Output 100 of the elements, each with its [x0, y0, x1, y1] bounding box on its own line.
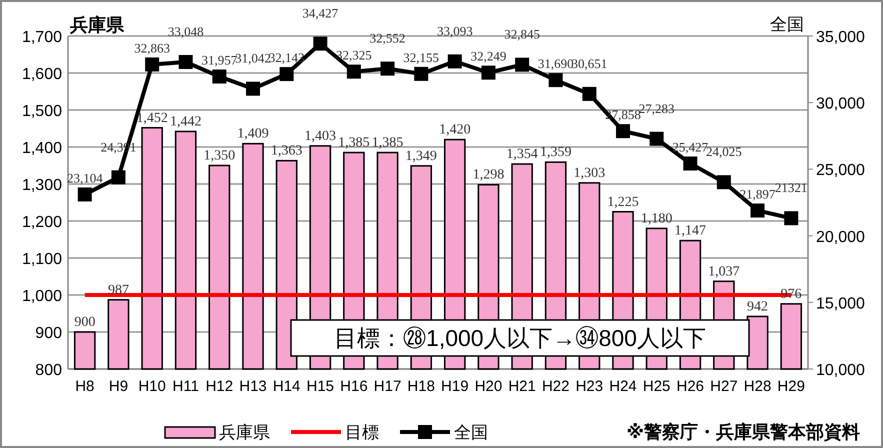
- point: [111, 170, 126, 184]
- x-tick-label: H10: [138, 378, 166, 395]
- y-tick-label: 1,200: [22, 214, 62, 231]
- x-tick-label: H28: [744, 378, 772, 395]
- x-tick-label: H19: [441, 378, 469, 395]
- data-label: 1,385: [338, 136, 370, 151]
- x-tick-label: H16: [340, 378, 368, 395]
- legend-label: 兵庫県: [219, 423, 270, 442]
- y2-tick-label: 10,000: [816, 362, 866, 379]
- data-label: 1,303: [574, 166, 606, 181]
- y-axis-title: 兵庫県: [69, 15, 125, 35]
- legend-label: 全国: [454, 423, 488, 442]
- data-label: 1,442: [170, 114, 202, 130]
- data-label: 1,420: [439, 122, 471, 138]
- x-tick-label: H9: [108, 378, 128, 395]
- y2-axis-title: 全国: [770, 15, 804, 34]
- data-label: 976: [780, 286, 802, 302]
- x-tick-label: H21: [508, 378, 536, 395]
- data-label: 32,863: [134, 40, 170, 56]
- point: [380, 62, 395, 76]
- x-tick-label: H14: [272, 378, 300, 395]
- x-tick-label: H22: [542, 378, 570, 395]
- x-tick-label: H13: [239, 378, 267, 395]
- y2-tick-label: 20,000: [816, 228, 866, 246]
- point: [78, 187, 92, 202]
- point: [683, 156, 698, 171]
- point: [280, 67, 294, 82]
- legend-label: 目標: [345, 423, 379, 442]
- x-tick-label: H29: [777, 378, 805, 395]
- point: [145, 57, 160, 72]
- x-tick-label: H12: [206, 378, 234, 395]
- point: [616, 124, 630, 138]
- x-tick-label: H17: [374, 378, 402, 395]
- data-label: 32,249: [470, 48, 506, 64]
- y-tick-label: 1,500: [22, 103, 62, 120]
- point: [481, 66, 496, 80]
- point: [650, 132, 664, 146]
- y-tick-label: 1,000: [22, 288, 62, 305]
- data-label: 32,143: [268, 50, 305, 66]
- data-label: 1,409: [237, 126, 269, 142]
- data-label: 900: [74, 315, 96, 330]
- data-label: 30,651: [571, 56, 608, 71]
- data-label: 31,690: [538, 56, 574, 72]
- x-tick-label: H23: [576, 378, 604, 395]
- point: [313, 36, 328, 51]
- y2-tick-label: 30,000: [816, 96, 866, 113]
- x-tick-label: H20: [474, 378, 502, 395]
- data-label: 1,452: [136, 110, 168, 126]
- point: [548, 73, 563, 88]
- y-tick-label: 900: [35, 325, 62, 342]
- y2-tick-label: 35,000: [816, 29, 866, 46]
- data-label: 24,025: [706, 144, 742, 160]
- data-label: 1,037: [708, 264, 740, 280]
- point: [515, 58, 530, 72]
- data-label: 1,354: [506, 147, 538, 162]
- data-label: 1,225: [607, 194, 639, 210]
- x-tick-label: H15: [306, 378, 334, 395]
- point: [448, 54, 462, 68]
- y-tick-label: 800: [35, 362, 62, 379]
- callout-box: 目標：㉘1,000人以下→㉞800人以下: [290, 319, 750, 357]
- y-tick-label: 1,400: [22, 140, 62, 157]
- y-tick-label: 1,300: [22, 177, 62, 194]
- data-label: 32,845: [504, 26, 540, 42]
- y-tick-label: 1,100: [22, 251, 62, 268]
- x-tick-label: H18: [407, 378, 435, 395]
- x-tick-label: H25: [642, 378, 670, 395]
- data-label: 25,427: [672, 140, 709, 155]
- data-label: 1,403: [304, 128, 336, 144]
- x-tick-label: H27: [710, 378, 738, 395]
- data-label: 1,363: [270, 144, 302, 159]
- point: [582, 86, 596, 101]
- point: [716, 175, 731, 190]
- point: [178, 55, 193, 69]
- data-label: 32,325: [336, 48, 372, 63]
- x-tick-label: H8: [75, 378, 94, 395]
- data-label: 1,298: [472, 168, 504, 183]
- x-tick-label: H11: [172, 378, 199, 395]
- data-label: 1,385: [372, 136, 404, 151]
- y-tick-label: 1,600: [22, 66, 62, 83]
- data-label: 33,093: [436, 23, 473, 38]
- point: [784, 211, 798, 226]
- data-label: 1,359: [540, 145, 572, 160]
- data-label: 1,147: [674, 224, 706, 239]
- data-label: 32,155: [403, 50, 440, 65]
- data-label: 1,350: [204, 148, 236, 164]
- text: ※警察庁・兵庫県警本部資料: [626, 422, 860, 442]
- x-tick-label: H24: [609, 378, 637, 395]
- data-label: 31,042: [235, 50, 271, 66]
- data-label: 1,349: [405, 148, 437, 164]
- y2-tick-label: 15,000: [816, 295, 866, 312]
- y2-tick-label: 25,000: [816, 162, 866, 180]
- data-label: 34,427: [302, 6, 339, 21]
- point: [346, 64, 361, 79]
- data-label: 942: [747, 299, 768, 314]
- point: [750, 204, 765, 218]
- annotation: 目標：㉘1,000人以下→㉞800人以下: [334, 325, 706, 351]
- point: [246, 82, 260, 96]
- y-tick-label: 1,700: [22, 29, 62, 46]
- data-label: 33,048: [168, 24, 204, 39]
- data-label: 1,180: [640, 211, 672, 226]
